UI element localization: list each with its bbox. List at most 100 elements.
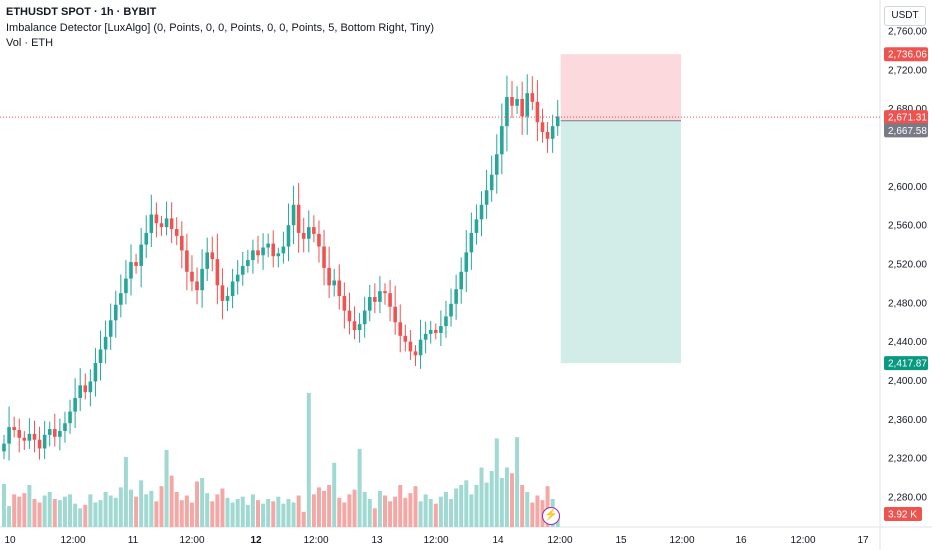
candle-body: [398, 322, 403, 336]
candle-body: [174, 229, 179, 236]
time-tick-label: 11: [128, 535, 139, 546]
candle-body: [22, 437, 27, 441]
entry-price-label-bg: [884, 123, 928, 138]
volume-bar: [311, 494, 316, 527]
volume-bar: [525, 492, 530, 527]
price-tick-label: 2,560.00: [888, 221, 927, 232]
candle-body: [139, 244, 143, 266]
volume-bar: [184, 495, 189, 527]
candle-body: [449, 303, 453, 317]
volume-bar: [78, 508, 83, 527]
time-tick-label: 12: [250, 535, 262, 546]
candle-body: [246, 260, 250, 266]
candle-body: [545, 131, 550, 139]
indicator-legend[interactable]: Imbalance Detector [LuxAlgo] (0, Points,…: [6, 22, 434, 34]
time-tick-label: 12:00: [669, 535, 694, 546]
volume-bar: [530, 502, 535, 527]
candle-body: [17, 430, 22, 438]
candle-body: [434, 330, 438, 333]
time-axis-ticks: 10 12:00 11 12:00 12 12:00 13 12:00 14 12:00 15 12:…: [4, 535, 869, 546]
price-axis-labels: 2,736.062,671.3142:422,667.582,417.873.9…: [884, 47, 928, 521]
candle-body: [108, 320, 113, 337]
candle-body: [180, 235, 184, 251]
volume-bar: [433, 503, 438, 527]
entry-price-label: 2,667.58: [888, 126, 927, 137]
volume-bar: [510, 473, 514, 527]
stop-price-label-bg: [884, 47, 928, 62]
candle-body: [352, 321, 357, 331]
volume-bar: [93, 502, 98, 527]
candle-body: [42, 434, 47, 449]
candle-body: [484, 190, 489, 205]
volume-bar: [296, 495, 301, 527]
time-tick-label: 12:00: [60, 535, 85, 546]
volume-bar: [479, 467, 484, 527]
volume-bar: [271, 501, 276, 527]
volume-bar: [103, 492, 108, 527]
volume-bar: [139, 480, 144, 527]
candle-body: [469, 232, 474, 253]
candle-body: [103, 336, 108, 350]
volume-bar: [2, 483, 6, 527]
volume-bar: [42, 495, 47, 527]
candle-body: [271, 243, 276, 257]
lightning-icon[interactable]: ⚡: [542, 507, 560, 525]
volume-bar: [200, 478, 205, 527]
candle-body: [281, 246, 286, 254]
candle-body: [515, 98, 519, 106]
currency-selector[interactable]: USDT: [884, 6, 926, 26]
price-tick-label: 2,320.00: [888, 454, 927, 465]
volume-bar: [393, 496, 398, 527]
volume-bar: [347, 494, 352, 527]
volume-bar: [240, 496, 245, 527]
candle-body: [510, 97, 514, 106]
stop-price-label: 2,736.06: [888, 50, 927, 61]
candle-body: [230, 281, 235, 297]
volume-bar: [154, 501, 159, 527]
volume-bar: [179, 500, 184, 527]
candle-body: [200, 268, 204, 291]
candle-body: [144, 232, 149, 245]
volume-bar: [12, 494, 17, 527]
time-tick-label: 10: [4, 535, 16, 546]
volume-bar: [245, 504, 250, 527]
volume-bar: [276, 496, 281, 527]
candle-body: [93, 363, 98, 382]
candle-body: [185, 250, 189, 272]
candle-body: [413, 351, 418, 356]
volume-bar: [37, 502, 42, 527]
time-tick-label: 15: [615, 535, 627, 546]
candle-body: [530, 93, 535, 102]
position-zones: [560, 54, 681, 364]
volume-bar: [32, 499, 37, 527]
candle-body: [505, 97, 509, 127]
volume-bar: [443, 492, 448, 527]
volume-bar: [428, 499, 433, 527]
volume-bar: [342, 502, 347, 527]
volume-bar: [73, 503, 78, 527]
volume-legend[interactable]: Vol · ETH: [6, 37, 54, 49]
volume-bar: [22, 493, 27, 527]
candle-body: [169, 218, 174, 230]
candle-body: [479, 204, 484, 220]
volume-bar: [337, 497, 342, 527]
time-tick-label: 12:00: [303, 535, 328, 546]
candle-body: [489, 174, 494, 191]
candle-body: [119, 293, 123, 305]
volume-bar: [169, 475, 174, 527]
volume-bar: [220, 488, 225, 527]
stop-loss-zone: [560, 54, 681, 121]
volume-bar: [205, 493, 210, 527]
volume-bar: [62, 496, 67, 527]
time-tick-label: 16: [735, 535, 747, 546]
candle-body: [256, 250, 260, 256]
volume-bar: [332, 462, 337, 527]
candle-body: [210, 252, 215, 260]
price-tick-label: 2,400.00: [888, 376, 927, 387]
symbol-title[interactable]: ETHUSDT SPOT · 1h · BYBIT: [6, 6, 157, 18]
candle-body: [276, 253, 281, 257]
volume-bar: [83, 504, 88, 527]
candle-body: [205, 252, 209, 269]
candle-body: [215, 259, 220, 286]
